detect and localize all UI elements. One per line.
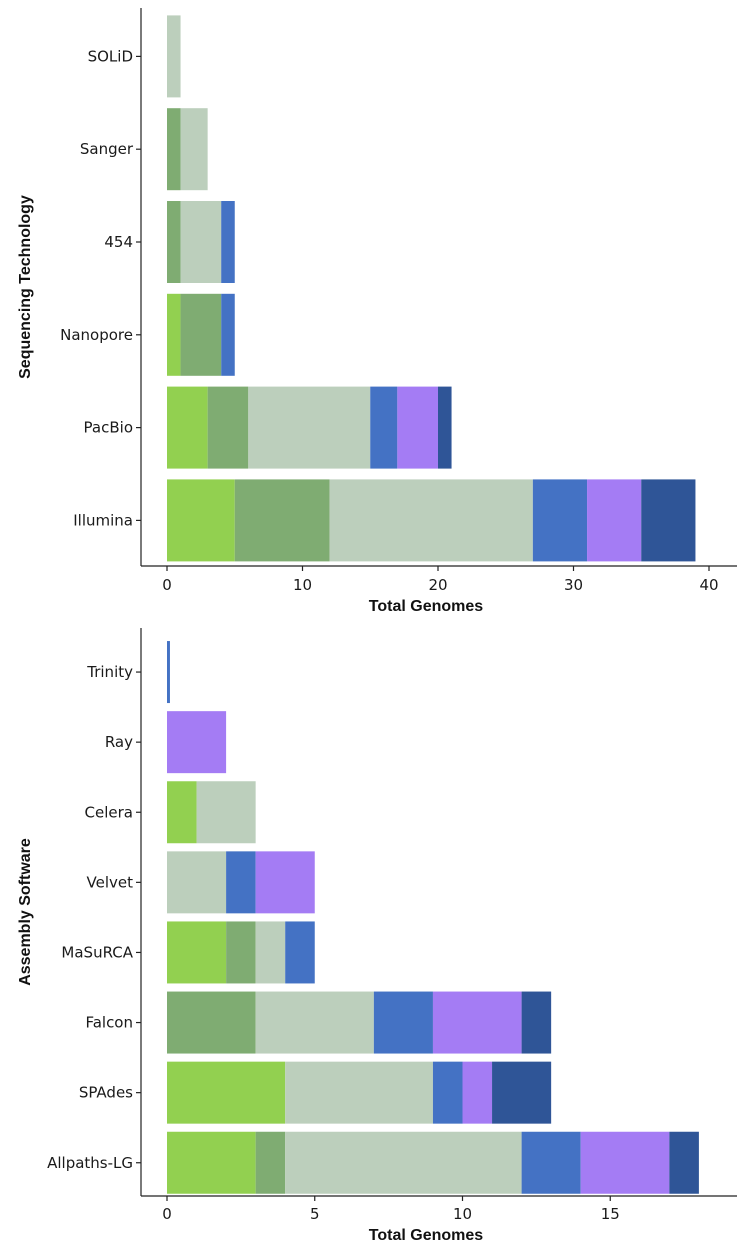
x-tick-label: 40	[699, 576, 718, 594]
assembly-software-chart: Trinity Ray Celera Velvet MaSuRCA Falcon SPAde…	[17, 628, 737, 1244]
x-axis-title: Total Genomes	[369, 1227, 483, 1244]
bar-454-series-2	[167, 201, 181, 283]
bar-allpaths-lg-series-5	[580, 1131, 670, 1194]
bar-celera-series-1	[167, 781, 197, 844]
y-tick-label-pacbio: PacBio	[84, 419, 133, 437]
bar-velvet-series-5	[255, 851, 315, 914]
bar-spades-series-5	[462, 1061, 493, 1124]
y-tick-label-spades: SPAdes	[79, 1084, 133, 1102]
y-tick-label-trinity: Trinity	[86, 663, 133, 681]
x-tick-label: 5	[310, 1205, 320, 1223]
y-tick-label-allpaths-lg: Allpaths-LG	[47, 1154, 133, 1172]
x-tick-label: 0	[162, 1205, 172, 1223]
bar-spades-series-3	[285, 1061, 433, 1124]
bar-sanger-series-3	[180, 108, 208, 191]
y-tick-label-ray: Ray	[105, 733, 133, 751]
x-tick-label: 10	[453, 1205, 472, 1223]
bar-pacbio-series-3	[248, 386, 371, 469]
y-tick-label-celera: Celera	[85, 803, 133, 821]
y-tick-label-velvet: Velvet	[87, 873, 134, 891]
bar-falcon-series-2	[167, 991, 256, 1054]
bar-velvet-series-4	[226, 851, 256, 914]
y-tick-label-nanopore: Nanopore	[60, 326, 133, 344]
bar-falcon-series-5	[432, 991, 522, 1054]
x-tick-label: 10	[293, 576, 312, 594]
bar-spades-series-1	[167, 1061, 286, 1124]
bar-spades-series-6	[492, 1061, 552, 1124]
bar-masurca-series-1	[167, 921, 227, 984]
x-tick-label: 15	[601, 1205, 620, 1223]
bar-ray-series-5	[167, 711, 227, 774]
bar-allpaths-lg-series-2	[255, 1131, 286, 1194]
bar-falcon-series-3	[255, 991, 374, 1054]
bar-falcon-series-4	[373, 991, 433, 1054]
x-axis-title: Total Genomes	[369, 598, 483, 615]
bar-nanopore-series-1	[167, 293, 181, 376]
bar-masurca-series-3	[255, 921, 286, 984]
y-tick-label-solid: SOLiD	[88, 47, 133, 65]
y-tick-label-sanger: Sanger	[80, 140, 134, 158]
bar-pacbio-series-2	[207, 386, 249, 469]
bar-nanopore-series-2	[180, 293, 222, 376]
bar-allpaths-lg-series-3	[285, 1131, 522, 1194]
bar-allpaths-lg-series-6	[669, 1131, 699, 1194]
bar-trinity-series-4	[167, 641, 170, 704]
y-tick-label-falcon: Falcon	[85, 1014, 133, 1032]
x-tick-label: 20	[428, 576, 447, 594]
x-tick-label: 30	[564, 576, 583, 594]
y-tick-label-masurca: MaSuRCA	[61, 943, 133, 961]
bar-pacbio-series-5	[397, 386, 438, 469]
bar-pacbio-series-6	[438, 386, 452, 469]
bar-velvet-series-3	[167, 851, 227, 914]
bar-illumina-series-3	[329, 479, 533, 562]
y-axis-title: Sequencing Technology	[17, 195, 34, 379]
bar-masurca-series-4	[285, 921, 315, 984]
bar-454-series-3	[180, 201, 222, 283]
bar-masurca-series-2	[226, 921, 256, 984]
y-axis-title: Assembly Software	[17, 838, 34, 986]
bar-celera-series-3	[196, 781, 256, 844]
bar-sanger-series-2	[167, 108, 181, 191]
bar-illumina-series-5	[587, 479, 642, 562]
bar-solid-series-3	[167, 15, 181, 98]
y-tick-label-illumina: Illumina	[73, 511, 133, 529]
bar-pacbio-series-1	[167, 386, 208, 469]
y-tick-label-454: 454	[104, 233, 133, 251]
bar-falcon-series-6	[521, 991, 552, 1054]
bar-illumina-series-6	[641, 479, 696, 562]
bar-allpaths-lg-series-1	[167, 1131, 256, 1194]
bar-spades-series-4	[432, 1061, 463, 1124]
x-tick-label: 0	[162, 576, 172, 594]
bar-454-series-4	[221, 201, 235, 283]
bar-nanopore-series-4	[221, 293, 235, 376]
sequencing-technology-chart: SOLiD Sanger 454 Nanopore PacBio Illumina 0 10 2…	[17, 8, 737, 615]
bar-illumina-series-4	[532, 479, 588, 562]
bar-illumina-series-2	[234, 479, 330, 562]
bar-illumina-series-1	[167, 479, 235, 562]
bar-pacbio-series-4	[370, 386, 398, 469]
bar-allpaths-lg-series-4	[521, 1131, 581, 1194]
